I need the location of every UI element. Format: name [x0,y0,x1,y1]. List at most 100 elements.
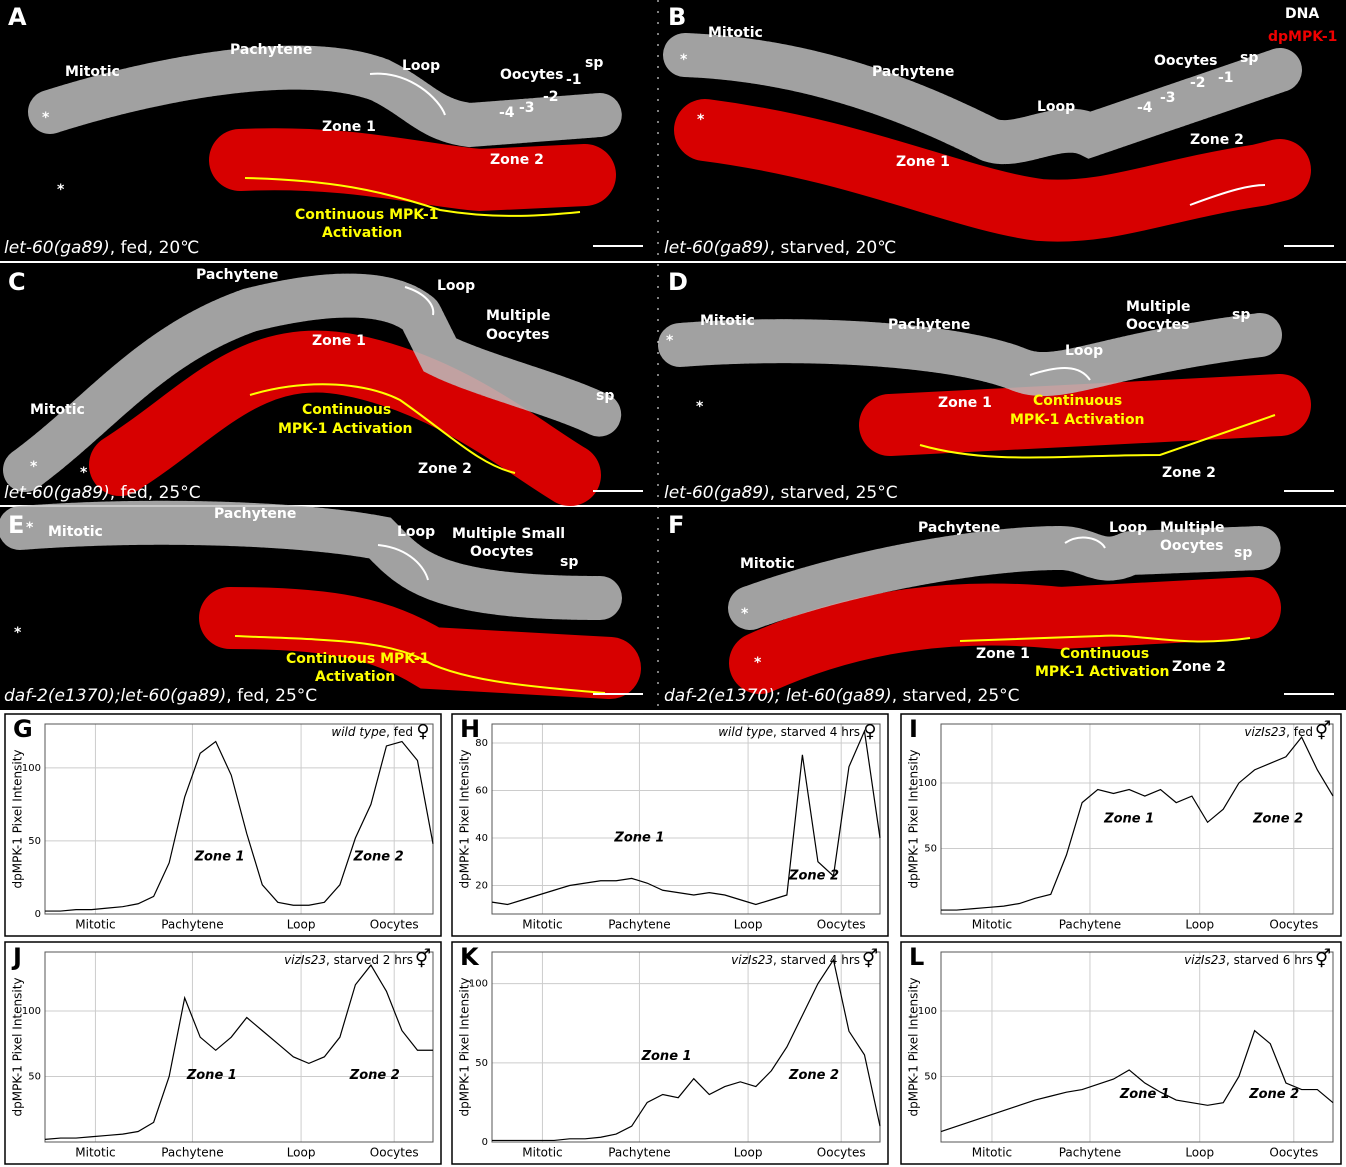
title-condition: , fed [1286,725,1313,739]
figure: DNA dpMPK-1 AMitoticPachyteneLoopOocytes… [0,0,1346,1167]
x-tick-label: Oocytes [1269,918,1318,932]
image-label: -2 [1190,75,1206,91]
image-label: Continuous [1060,646,1149,662]
x-tick-label: Loop [1185,918,1214,932]
zone-annotation: Zone 1 [641,1049,692,1064]
x-tick-label: Oocytes [817,1146,866,1160]
condition: , fed, 20℃ [110,238,200,258]
y-axis-label: dpMPK-1 Pixel Intensity [11,977,25,1116]
image-label: sp [596,388,614,404]
x-tick-label: Pachytene [1059,1146,1121,1160]
sex-symbol: ⚥ [415,948,431,970]
genotype: daf-2(e1370);let-60(ga89) [4,686,226,706]
image-label: Loop [437,278,475,294]
genotype: let-60(ga89) [4,483,110,503]
image-label: Zone 1 [938,395,992,411]
panel-caption: daf-2(e1370); let-60(ga89), starved, 25°… [664,686,1020,706]
zone-annotation: Zone 2 [1248,1087,1299,1102]
y-axis-label: dpMPK-1 Pixel Intensity [907,977,921,1116]
image-label: Zone 1 [896,154,950,170]
x-tick-label: Pachytene [608,918,670,932]
image-label: Zone 2 [1162,465,1216,481]
panel-caption: let-60(ga89), starved, 25°C [664,483,898,503]
panel-letter: K [460,943,480,971]
image-label: Pachytene [230,42,312,58]
y-axis-label: dpMPK-1 Pixel Intensity [458,749,472,888]
image-label: Oocytes [1154,53,1217,69]
image-label: Continuous [1033,393,1122,409]
x-tick-label: Pachytene [161,918,223,932]
title-genotype: vizIs23 [1184,953,1226,967]
y-axis-label: dpMPK-1 Pixel Intensity [907,749,921,888]
x-tick-label: Loop [734,918,763,932]
panel-caption: daf-2(e1370);let-60(ga89), fed, 25°C [4,686,317,706]
title-condition: , starved 4 hrs [773,953,860,967]
x-tick-label: Pachytene [1059,918,1121,932]
image-label: Zone 2 [1190,132,1244,148]
image-label: -1 [1218,70,1234,86]
condition: , starved, 20℃ [770,238,897,258]
image-label: -4 [499,105,515,121]
image-label: Loop [1037,99,1075,115]
y-tick-label: 20 [475,881,488,892]
image-label: Multiple Small [452,526,565,542]
image-label: Multiple [486,308,551,324]
image-label: Loop [1065,343,1103,359]
image-label: Continuous MPK-1 [295,207,438,223]
image-label: Multiple [1160,520,1225,536]
zone-annotation: Zone 1 [194,850,245,865]
image-label: * [30,459,38,475]
zone-annotation: Zone 1 [613,831,664,846]
chart-title: vizIs23, starved 4 hrs [731,953,860,967]
zone-annotation: Zone 1 [1119,1087,1170,1102]
image-label: Zone 2 [1172,659,1226,675]
chart-frame [5,714,441,936]
image-label: sp [1232,307,1250,323]
y-tick-label: 0 [35,909,41,920]
panel-letter: H [460,715,480,743]
image-label: -2 [543,89,559,105]
panel-letter: L [909,943,924,971]
title-genotype: vizIs23 [731,953,773,967]
y-tick-label: 50 [475,1058,488,1069]
condition: , starved, 25°C [892,686,1020,706]
chart-frame [452,714,888,936]
image-label: Zone 2 [418,461,472,477]
image-label: MPK-1 Activation [1035,664,1170,680]
image-label: Oocytes [1160,538,1223,554]
genotype: let-60(ga89) [4,238,110,258]
title-condition: , starved 4 hrs [773,725,860,739]
y-axis-label: dpMPK-1 Pixel Intensity [11,749,25,888]
panel-letter: B [668,3,686,31]
legend-dna: DNA [1285,6,1319,22]
x-tick-label: Loop [1185,1146,1214,1160]
image-label: * [80,465,88,481]
chart-title: vizIs23, starved 6 hrs [1184,953,1313,967]
panel-letter: E [8,511,24,539]
y-tick-label: 100 [22,763,41,774]
panel-letter: D [668,268,688,296]
image-label: MPK-1 Activation [278,421,413,437]
chart-title: vizIs23, fed [1244,725,1313,739]
image-label: -3 [519,100,535,116]
image-label: -1 [566,72,582,88]
panel-caption: let-60(ga89), fed, 25°C [4,483,201,503]
chart-title: wild type, starved 4 hrs [718,725,860,739]
image-label: Zone 1 [322,119,376,135]
image-label: Mitotic [48,524,103,540]
panel-caption: let-60(ga89), fed, 20℃ [4,238,199,258]
sex-symbol: ⚥ [862,948,878,970]
image-label: MPK-1 Activation [1010,412,1145,428]
sex-symbol: ⚥ [1315,948,1331,970]
chart-frame [901,942,1341,1164]
image-label: Mitotic [65,64,120,80]
image-label: sp [560,554,578,570]
image-label: Oocytes [470,544,533,560]
x-tick-label: Mitotic [972,1146,1012,1160]
x-tick-label: Loop [734,1146,763,1160]
y-tick-label: 100 [918,778,937,789]
image-label: Continuous MPK-1 [286,651,429,667]
image-label: -3 [1160,90,1176,106]
y-tick-label: 50 [924,1071,937,1082]
image-label: Continuous [302,402,391,418]
